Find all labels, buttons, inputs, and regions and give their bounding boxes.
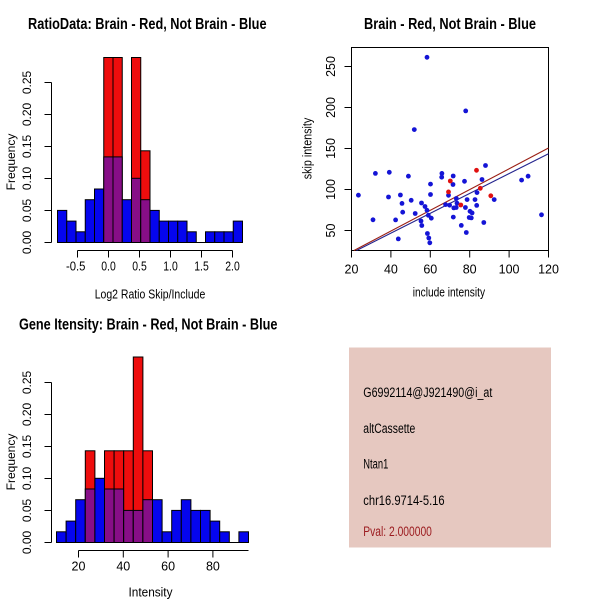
svg-text:Gene Itensity: Brain - Red, No: Gene Itensity: Brain - Red, Not Brain - … (19, 317, 278, 334)
svg-text:0.25: 0.25 (20, 70, 34, 94)
svg-text:40: 40 (384, 263, 398, 277)
svg-text:80: 80 (206, 560, 220, 574)
svg-text:60: 60 (423, 263, 437, 277)
svg-text:0.0: 0.0 (101, 260, 116, 274)
svg-text:skip intensity: skip intensity (301, 117, 315, 179)
svg-text:Log2 Ratio Skip/Include: Log2 Ratio Skip/Include (95, 288, 206, 302)
svg-text:altCassette: altCassette (363, 421, 415, 436)
svg-text:Intensity: Intensity (129, 586, 174, 600)
svg-text:20: 20 (345, 263, 359, 277)
svg-text:0.05: 0.05 (20, 198, 34, 222)
svg-text:100: 100 (324, 179, 338, 200)
svg-text:Pval: 2.000000: Pval: 2.000000 (363, 524, 432, 539)
svg-text:200: 200 (324, 97, 338, 118)
svg-text:0.05: 0.05 (20, 498, 34, 522)
svg-text:150: 150 (324, 138, 338, 159)
svg-text:40: 40 (116, 560, 130, 574)
svg-text:-0.5: -0.5 (66, 260, 86, 274)
svg-text:Frequency: Frequency (4, 434, 18, 491)
svg-text:80: 80 (463, 263, 477, 277)
svg-text:0.25: 0.25 (20, 370, 34, 394)
svg-text:2.0: 2.0 (225, 260, 240, 274)
svg-text:0.10: 0.10 (20, 166, 34, 190)
svg-text:G6992114@J921490@i_at: G6992114@J921490@i_at (363, 385, 492, 400)
svg-text:include intensity: include intensity (413, 286, 486, 300)
svg-text:0.00: 0.00 (20, 530, 34, 554)
svg-text:1.0: 1.0 (163, 260, 178, 274)
svg-text:RatioData: Brain - Red, Not Br: RatioData: Brain - Red, Not Brain - Blue (28, 16, 267, 33)
svg-text:0.15: 0.15 (20, 134, 34, 158)
svg-text:0.00: 0.00 (20, 230, 34, 254)
svg-text:20: 20 (72, 560, 86, 574)
svg-text:0.15: 0.15 (20, 434, 34, 458)
svg-text:Frequency: Frequency (4, 134, 18, 191)
svg-text:60: 60 (161, 560, 175, 574)
svg-text:chr16.9714-5.16: chr16.9714-5.16 (363, 493, 444, 508)
svg-text:120: 120 (538, 263, 559, 277)
svg-text:0.5: 0.5 (132, 260, 147, 274)
svg-text:0.20: 0.20 (20, 102, 34, 126)
svg-text:50: 50 (324, 224, 338, 238)
svg-text:Brain - Red, Not Brain - Blue: Brain - Red, Not Brain - Blue (364, 16, 536, 33)
svg-text:1.5: 1.5 (194, 260, 209, 274)
svg-text:0.20: 0.20 (20, 402, 34, 426)
svg-text:250: 250 (324, 56, 338, 77)
svg-text:100: 100 (499, 263, 520, 277)
svg-text:Ntan1: Ntan1 (363, 457, 388, 472)
svg-text:0.10: 0.10 (20, 466, 34, 490)
